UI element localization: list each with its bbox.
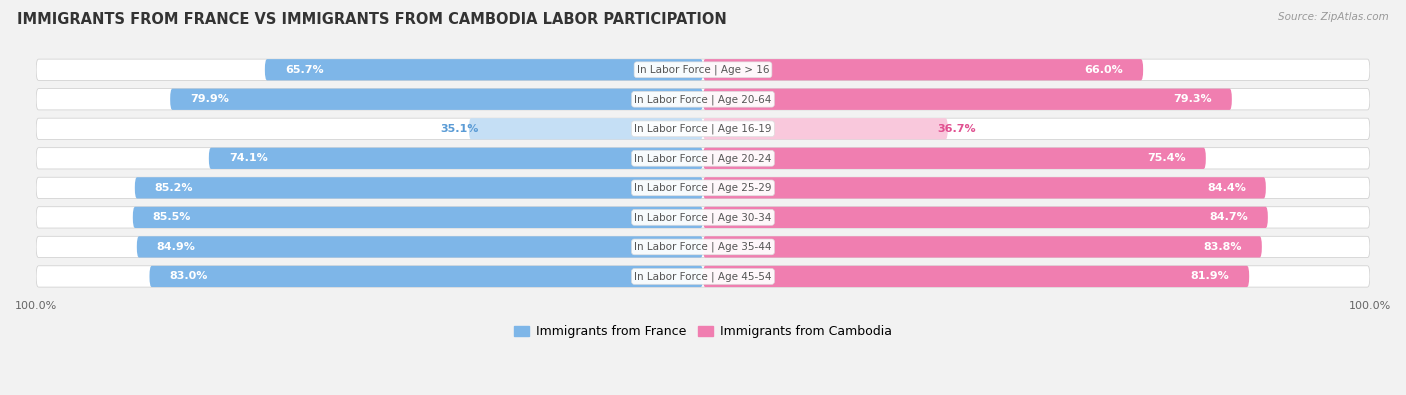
FancyBboxPatch shape xyxy=(703,148,1206,169)
FancyBboxPatch shape xyxy=(264,59,703,80)
Text: 79.9%: 79.9% xyxy=(190,94,229,104)
Text: 79.3%: 79.3% xyxy=(1173,94,1212,104)
FancyBboxPatch shape xyxy=(703,177,1265,199)
Text: In Labor Force | Age > 16: In Labor Force | Age > 16 xyxy=(637,64,769,75)
Text: In Labor Force | Age 20-24: In Labor Force | Age 20-24 xyxy=(634,153,772,164)
FancyBboxPatch shape xyxy=(703,59,1143,80)
FancyBboxPatch shape xyxy=(37,236,1369,258)
FancyBboxPatch shape xyxy=(170,88,703,110)
Text: 65.7%: 65.7% xyxy=(285,65,323,75)
Text: 66.0%: 66.0% xyxy=(1084,65,1123,75)
Text: 83.8%: 83.8% xyxy=(1204,242,1241,252)
FancyBboxPatch shape xyxy=(37,118,1369,139)
FancyBboxPatch shape xyxy=(132,207,703,228)
FancyBboxPatch shape xyxy=(703,118,948,139)
FancyBboxPatch shape xyxy=(149,266,703,287)
Text: In Labor Force | Age 16-19: In Labor Force | Age 16-19 xyxy=(634,124,772,134)
FancyBboxPatch shape xyxy=(135,177,703,199)
Text: 85.5%: 85.5% xyxy=(153,213,191,222)
FancyBboxPatch shape xyxy=(470,118,703,139)
Text: 36.7%: 36.7% xyxy=(938,124,976,134)
Text: Source: ZipAtlas.com: Source: ZipAtlas.com xyxy=(1278,12,1389,22)
FancyBboxPatch shape xyxy=(37,148,1369,169)
FancyBboxPatch shape xyxy=(703,88,1232,110)
FancyBboxPatch shape xyxy=(136,236,703,258)
Text: 84.7%: 84.7% xyxy=(1209,213,1249,222)
FancyBboxPatch shape xyxy=(37,266,1369,287)
Text: 75.4%: 75.4% xyxy=(1147,153,1185,163)
Text: In Labor Force | Age 20-64: In Labor Force | Age 20-64 xyxy=(634,94,772,105)
Text: In Labor Force | Age 25-29: In Labor Force | Age 25-29 xyxy=(634,182,772,193)
Text: 83.0%: 83.0% xyxy=(170,271,208,282)
FancyBboxPatch shape xyxy=(703,207,1268,228)
Text: 85.2%: 85.2% xyxy=(155,183,194,193)
FancyBboxPatch shape xyxy=(209,148,703,169)
Text: 35.1%: 35.1% xyxy=(440,124,479,134)
Text: In Labor Force | Age 30-34: In Labor Force | Age 30-34 xyxy=(634,212,772,223)
Text: 81.9%: 81.9% xyxy=(1191,271,1229,282)
FancyBboxPatch shape xyxy=(703,236,1261,258)
Text: IMMIGRANTS FROM FRANCE VS IMMIGRANTS FROM CAMBODIA LABOR PARTICIPATION: IMMIGRANTS FROM FRANCE VS IMMIGRANTS FRO… xyxy=(17,12,727,27)
Text: 84.4%: 84.4% xyxy=(1206,183,1246,193)
FancyBboxPatch shape xyxy=(37,88,1369,110)
Text: In Labor Force | Age 35-44: In Labor Force | Age 35-44 xyxy=(634,242,772,252)
FancyBboxPatch shape xyxy=(37,177,1369,199)
FancyBboxPatch shape xyxy=(37,207,1369,228)
Text: In Labor Force | Age 45-54: In Labor Force | Age 45-54 xyxy=(634,271,772,282)
Legend: Immigrants from France, Immigrants from Cambodia: Immigrants from France, Immigrants from … xyxy=(509,320,897,343)
Text: 84.9%: 84.9% xyxy=(157,242,195,252)
FancyBboxPatch shape xyxy=(703,266,1249,287)
Text: 74.1%: 74.1% xyxy=(229,153,267,163)
FancyBboxPatch shape xyxy=(37,59,1369,80)
